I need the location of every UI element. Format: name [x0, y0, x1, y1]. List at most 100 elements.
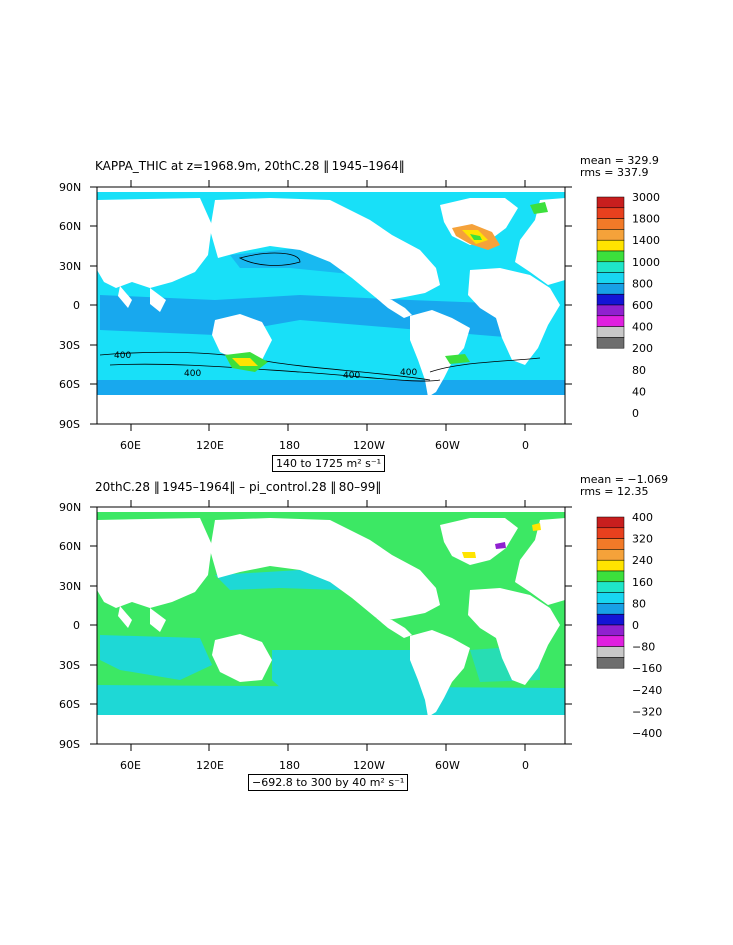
panel1-rms: rms = 337.9 — [580, 166, 649, 179]
panel1-colorbar-tick-label: 400 — [632, 321, 653, 334]
panel1-lat-0: 0 — [73, 299, 80, 312]
panel2-lon-60e: 60E — [120, 759, 141, 772]
panel1-colorbar-tick-label: 200 — [632, 342, 653, 355]
panel2-anomaly-east — [532, 523, 541, 531]
panel2-colorbar-swatch — [596, 657, 625, 669]
panel1-colorbar-swatch — [596, 207, 625, 219]
panel1-colorbar-swatch — [596, 293, 625, 306]
panel2-colorbar-swatch — [596, 613, 625, 626]
panel2-colorbar-tick-label: 240 — [632, 554, 653, 567]
panel1-colorbar-swatch — [596, 337, 625, 349]
panel1-title: KAPPA_THIC at z=1968.9m, 20thC.28 ‖ 1945… — [95, 159, 405, 173]
panel2-colorbar-swatch — [596, 516, 625, 529]
panel1-hotspot-s3 — [445, 354, 470, 364]
panel2-map — [96, 500, 566, 745]
panel2-colorbar-tick-label: 400 — [632, 511, 653, 524]
panel1-lon-labels: 60E 120E 180 120W 60W 0 — [120, 439, 529, 452]
panel1-contour-label-1: 400 — [114, 351, 131, 361]
panel2-colorbar-tick-label: 0 — [632, 619, 639, 632]
panel1-colorbar-swatch — [596, 218, 625, 230]
panel2-colorbar-swatch — [596, 538, 625, 550]
panel2-cyan-southern — [97, 685, 565, 715]
panel2-lon-180: 180 — [279, 759, 300, 772]
panel1-lon-60e: 60E — [120, 439, 141, 452]
panel2-lat-30s: 30S — [59, 659, 80, 672]
panel1-colorbar-swatch — [596, 326, 625, 338]
panel2-colorbar-swatch — [596, 646, 625, 658]
panel2-anomaly-labrador — [462, 552, 476, 558]
panel2-lat-60s: 60S — [59, 698, 80, 711]
panel2-colorbar-swatch — [596, 581, 625, 593]
panel2-colorbar-swatch — [596, 603, 625, 615]
panel2-colorbar-tick-label: −80 — [632, 641, 655, 654]
panel1-colorbar-tick-label: 40 — [632, 385, 646, 398]
panel1-colorbar-tick-label: 1000 — [632, 256, 660, 269]
panel1-lat-30n: 30N — [59, 260, 81, 273]
panel1-colorbar-swatch — [596, 283, 625, 295]
panel2-lat-60n: 60N — [59, 540, 81, 553]
panel2-lat-labels: 90N 60N 30N 0 30S 60S 90S — [59, 501, 81, 751]
panel1-lat-90n: 90N — [59, 181, 81, 194]
panel1-colorbar-swatch — [596, 250, 625, 263]
panel1-contour-label-2: 400 — [184, 369, 201, 379]
panel1-lat-60n: 60N — [59, 220, 81, 233]
panel1-contour-label-4: 400 — [400, 368, 417, 378]
panel2-colorbar-tick-label: 160 — [632, 576, 653, 589]
panel2-lon-120e: 120E — [196, 759, 224, 772]
panel2-lon-0: 0 — [522, 759, 529, 772]
panel2-lat-0: 0 — [73, 619, 80, 632]
panel1-lat-labels: 90N 60N 30N 0 30S 60S 90S — [59, 181, 81, 431]
panel1-range-box: 140 to 1725 m² s⁻¹ — [272, 455, 386, 472]
panel1-colorbar-tick-label: 3000 — [632, 191, 660, 204]
panel1-hotspot-s2 — [232, 358, 258, 366]
panel1-colorbar-swatch — [596, 315, 625, 327]
panel2-lat-90n: 90N — [59, 501, 81, 514]
panel1-lon-120w: 120W — [353, 439, 385, 452]
panel2-axes — [90, 500, 572, 751]
panel2-lon-labels: 60E 120E 180 120W 60W 0 — [120, 759, 529, 772]
panel2-colorbar-tick-label: 80 — [632, 597, 646, 610]
panel1-lon-0: 0 — [522, 439, 529, 452]
panel2-colorbar-tick-label: −160 — [632, 662, 662, 675]
panel2-colorbar-swatch — [596, 592, 625, 604]
panel2-colorbar-swatch — [596, 559, 625, 572]
panel2-colorbar-swatch — [596, 549, 625, 561]
panel2-anomaly-purple — [495, 542, 506, 549]
panel2-colorbar-swatch — [596, 527, 625, 539]
panel1-colorbar-tick-label: 800 — [632, 277, 653, 290]
panel2-lon-120w: 120W — [353, 759, 385, 772]
panel2-colorbar-tick-label: −240 — [632, 684, 662, 697]
panel1-lon-60w: 60W — [435, 439, 460, 452]
panel2-cyan-indian — [100, 635, 212, 680]
panel1-colorbar-swatch — [596, 304, 625, 317]
panel2-mean: mean = −1.069 — [580, 473, 669, 486]
panel1-axes — [90, 180, 572, 431]
panel2-title: 20thC.28 ‖ 1945–1964‖ – pi_control.28 ‖ … — [95, 480, 382, 494]
panel2-range-box: −692.8 to 300 by 40 m² s⁻¹ — [248, 774, 409, 791]
panel1-map: 400 400 400 400 — [96, 180, 566, 425]
panel1-colorbar-tick-label: 600 — [632, 299, 653, 312]
panel1-hotspot-s4 — [530, 202, 548, 214]
panel1-colorbar-tick-label: 1800 — [632, 213, 660, 226]
panel2-lat-90s: 90S — [59, 738, 80, 751]
panel1-lat-90s: 90S — [59, 418, 80, 431]
panel1-colorbar-swatch — [596, 229, 625, 241]
panel1-mean: mean = 329.9 — [580, 154, 659, 167]
panel1-lat-30s: 30S — [59, 339, 80, 352]
panel1-colorbar-tick-label: 80 — [632, 364, 646, 377]
panel1-colorbar-swatch — [596, 196, 625, 209]
panel1-contour-label-3: 400 — [343, 371, 360, 381]
panel2-rms: rms = 12.35 — [580, 485, 649, 498]
panel1-colorbar-tick-label: 0 — [632, 407, 639, 420]
panel2-colorbar-swatch — [596, 624, 625, 637]
panel2-colorbar-tick-label: −400 — [632, 727, 662, 740]
panel1-lon-180: 180 — [279, 439, 300, 452]
panel1-labrador-hotspot — [452, 224, 500, 250]
panel2-colorbar-tick-label: −320 — [632, 705, 662, 718]
panel1-lon-120e: 120E — [196, 439, 224, 452]
panel1-lat-60s: 60S — [59, 378, 80, 391]
panel2-colorbar-swatch — [596, 635, 625, 647]
panel2-colorbar-tick-label: 320 — [632, 533, 653, 546]
